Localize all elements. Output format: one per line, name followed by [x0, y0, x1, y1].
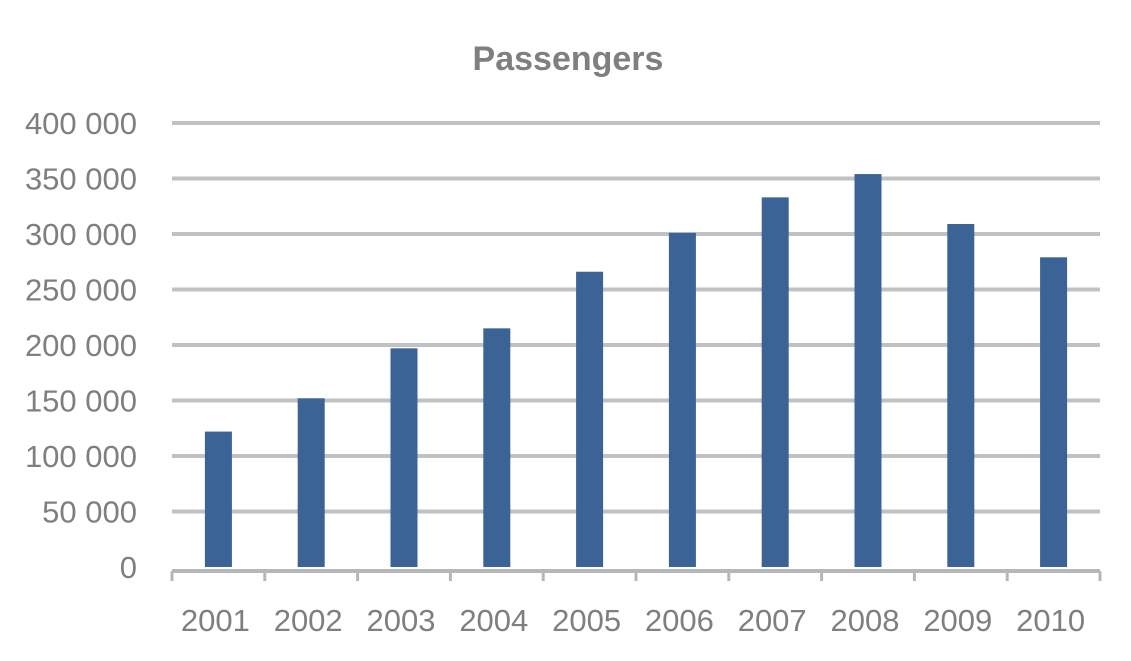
x-tick-label: 2005: [552, 603, 621, 638]
bar-2004: [483, 328, 511, 567]
y-tick-label: 200 000: [25, 328, 137, 363]
bar-2007: [761, 197, 789, 567]
y-tick-label: 400 000: [25, 106, 137, 141]
y-axis-tick-labels: 0 50 000 100 000 150 000 200 000 250 000 300 0…: [25, 106, 137, 585]
bar-2008: [854, 174, 882, 567]
y-tick-label: 50 000: [42, 495, 137, 530]
y-tick-label: 250 000: [25, 273, 137, 308]
bar-2001: [204, 431, 232, 567]
x-tick-label: 2002: [274, 603, 343, 638]
x-tick-label: 2006: [645, 603, 714, 638]
bars: [204, 174, 1068, 567]
y-tick-label: 100 000: [25, 439, 137, 474]
bar-2002: [297, 398, 325, 567]
x-tick-label: 2009: [923, 603, 992, 638]
bar-2003: [390, 348, 418, 567]
x-axis: [170, 569, 1102, 581]
y-tick-label: 150 000: [25, 384, 137, 419]
bar-2005: [576, 271, 604, 567]
x-tick-label: 2004: [459, 603, 528, 638]
x-tick-label: 2007: [738, 603, 807, 638]
x-tick-label: 2010: [1016, 603, 1085, 638]
x-tick-label: 2001: [181, 603, 250, 638]
y-tick-label: 0: [120, 550, 137, 585]
bar-2006: [668, 232, 696, 567]
x-tick-label: 2003: [367, 603, 436, 638]
y-tick-label: 300 000: [25, 217, 137, 252]
bar-2009: [947, 224, 975, 567]
chart-title: Passengers: [473, 40, 664, 78]
x-axis-tick-labels: 2001 2002 2003 2004 2005 2006 2007 2008 2009 2010: [181, 603, 1085, 638]
y-tick-label: 350 000: [25, 162, 137, 197]
x-tick-label: 2008: [831, 603, 900, 638]
gridlines: [172, 121, 1100, 514]
bar-2010: [1040, 257, 1068, 567]
